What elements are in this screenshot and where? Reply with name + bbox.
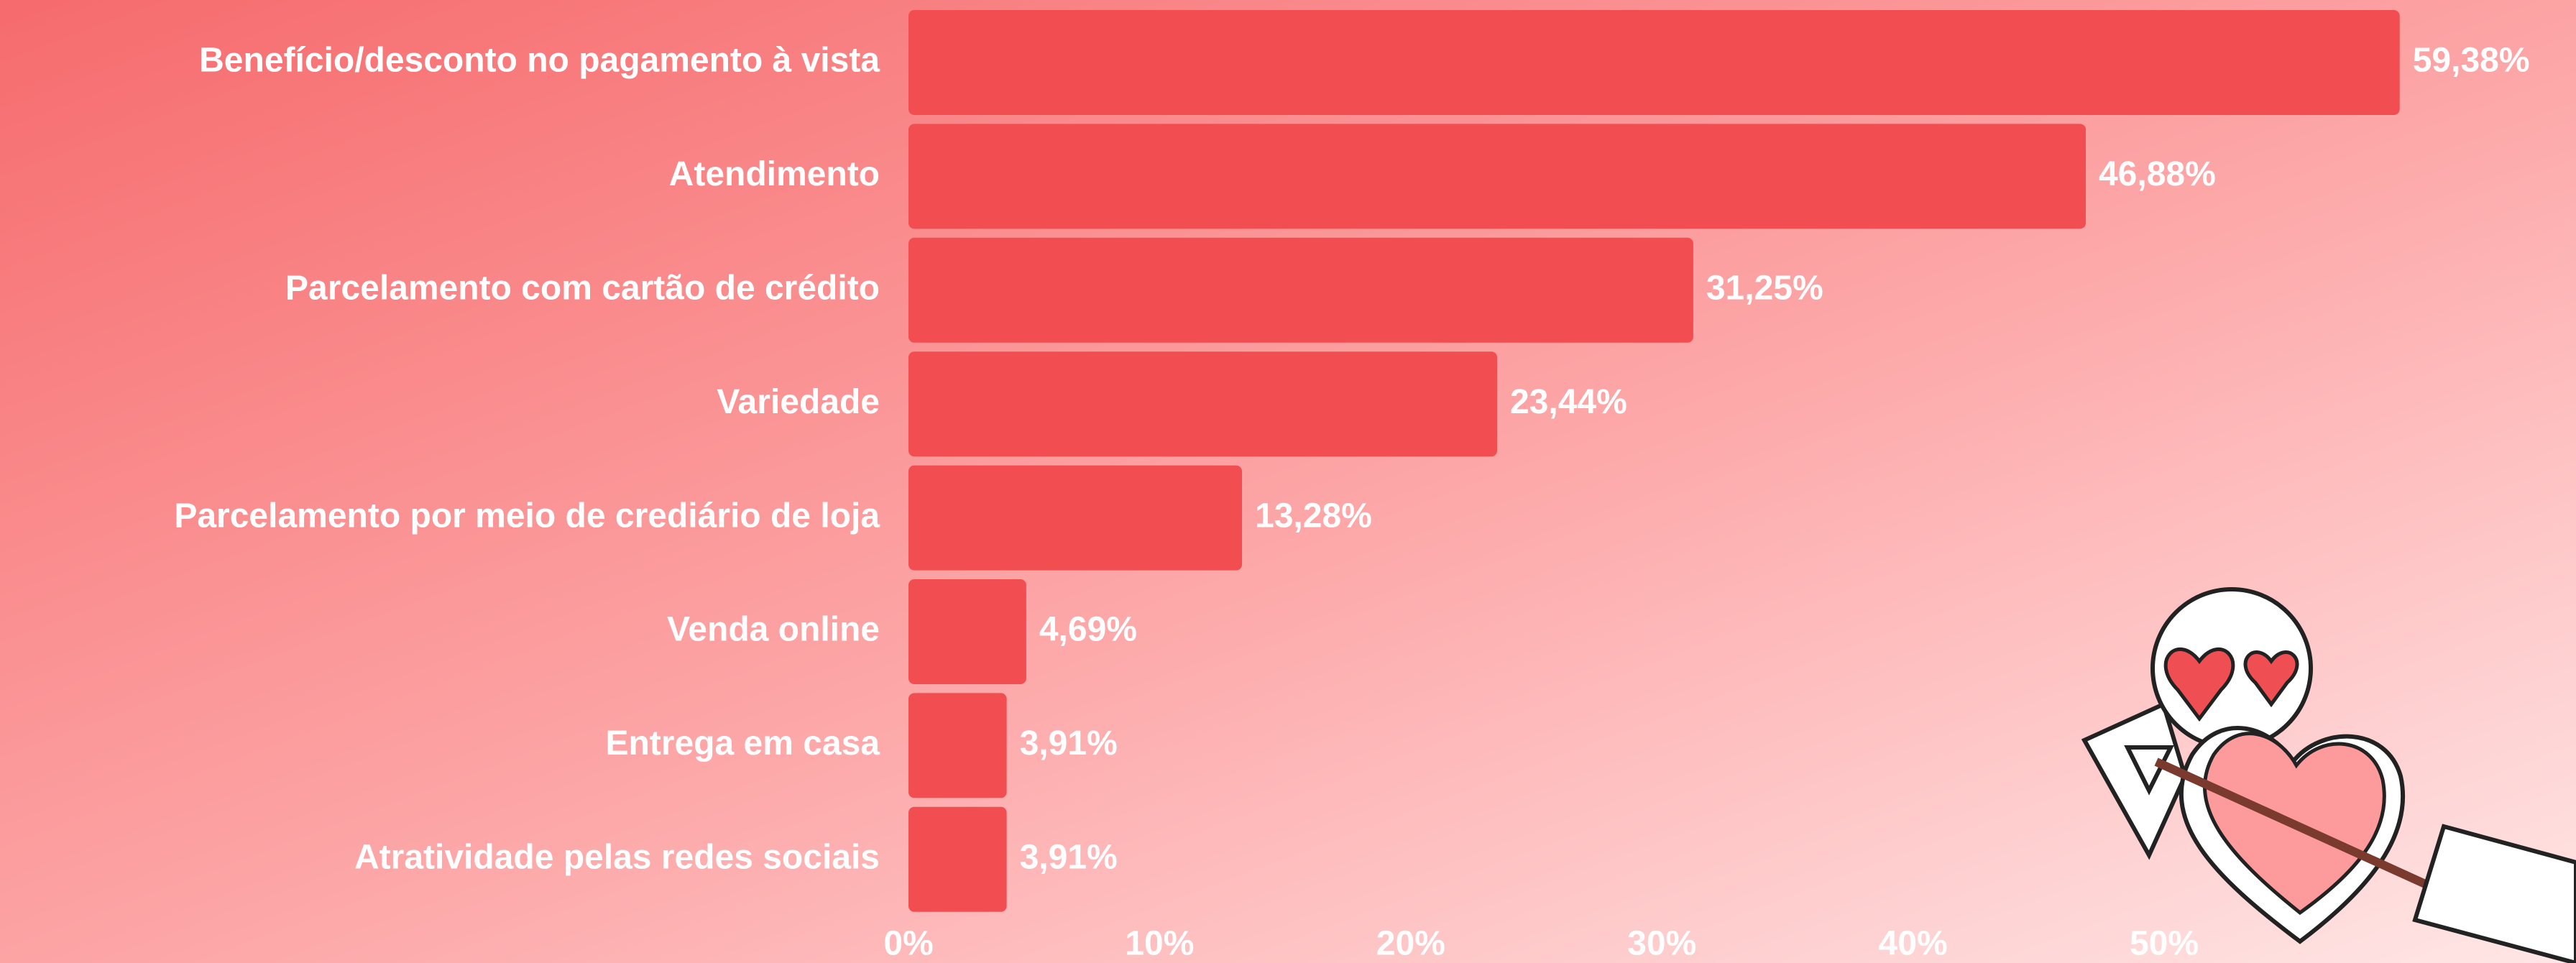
x-tick-label: 0% (883, 925, 933, 963)
y-tick-label: Variedade (717, 383, 880, 421)
value-label: 46,88% (2099, 155, 2216, 193)
bar (908, 124, 2086, 229)
y-tick-label: Atendimento (669, 155, 880, 193)
value-label: 4,69% (1039, 611, 1137, 649)
value-label: 31,25% (1706, 269, 1823, 307)
y-tick-label: Atratividade pelas redes sociais (354, 838, 880, 876)
y-tick-label: Parcelamento com cartão de crédito (285, 269, 880, 307)
bar (908, 806, 1007, 912)
bar (908, 579, 1026, 684)
value-label: 59,38% (2413, 42, 2530, 80)
y-tick-label: Venda online (667, 611, 880, 649)
value-label: 3,91% (1020, 724, 1118, 762)
value-label: 13,28% (1255, 497, 1372, 535)
x-tick-label: 50% (2130, 925, 2199, 963)
value-label: 3,91% (1020, 838, 1118, 876)
bar (908, 465, 1242, 571)
x-tick-label: 20% (1376, 925, 1445, 963)
bar (908, 237, 1693, 343)
y-tick-label: Benefício/desconto no pagamento à vista (199, 42, 880, 80)
x-tick-label: 30% (1627, 925, 1696, 963)
value-label: 23,44% (1510, 383, 1627, 421)
heart-sticker (2081, 587, 2576, 963)
bar (908, 351, 1497, 457)
x-tick-label: 40% (1879, 925, 1948, 963)
x-tick-label: 10% (1125, 925, 1194, 963)
bar (908, 693, 1007, 798)
y-tick-label: Parcelamento por meio de crediário de lo… (174, 497, 880, 535)
y-tick-label: Entrega em casa (605, 724, 880, 762)
bar (908, 10, 2400, 115)
